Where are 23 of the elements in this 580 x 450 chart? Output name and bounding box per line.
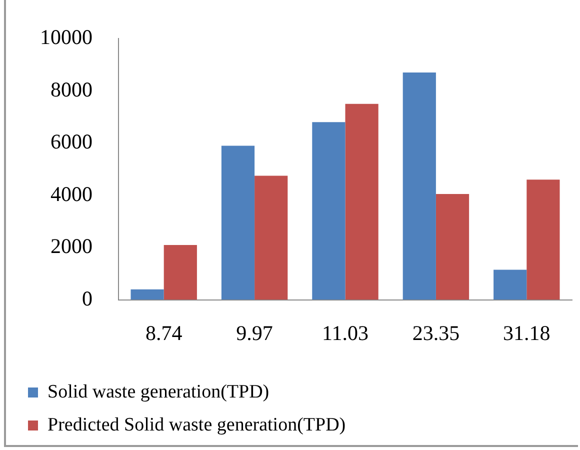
bar — [164, 244, 197, 300]
x-tick-label: 31.18 — [503, 320, 550, 345]
bar — [221, 146, 255, 300]
y-tick-label: 8000 — [50, 77, 92, 102]
bar — [494, 270, 527, 300]
bar — [345, 104, 378, 300]
y-tick-label: 10000 — [40, 25, 92, 50]
legend-label: Predicted Solid waste generation(TPD) — [48, 414, 346, 436]
y-tick-label: 2000 — [50, 234, 92, 258]
y-tick-label: 4000 — [50, 182, 92, 206]
bar — [436, 194, 470, 300]
x-tick-label: 23.35 — [412, 320, 460, 345]
x-tick-label: 9.97 — [236, 320, 273, 345]
x-tick-label: 11.03 — [322, 320, 368, 345]
y-tick-label: 0 — [82, 286, 92, 310]
bar — [526, 180, 560, 300]
legend-label: Solid waste generation(TPD) — [48, 381, 270, 402]
bar — [254, 176, 288, 300]
bar — [312, 122, 346, 300]
bar — [130, 289, 164, 300]
bar — [402, 72, 436, 300]
y-tick-label: 6000 — [50, 130, 92, 154]
x-tick-label: 8.74 — [145, 320, 183, 345]
